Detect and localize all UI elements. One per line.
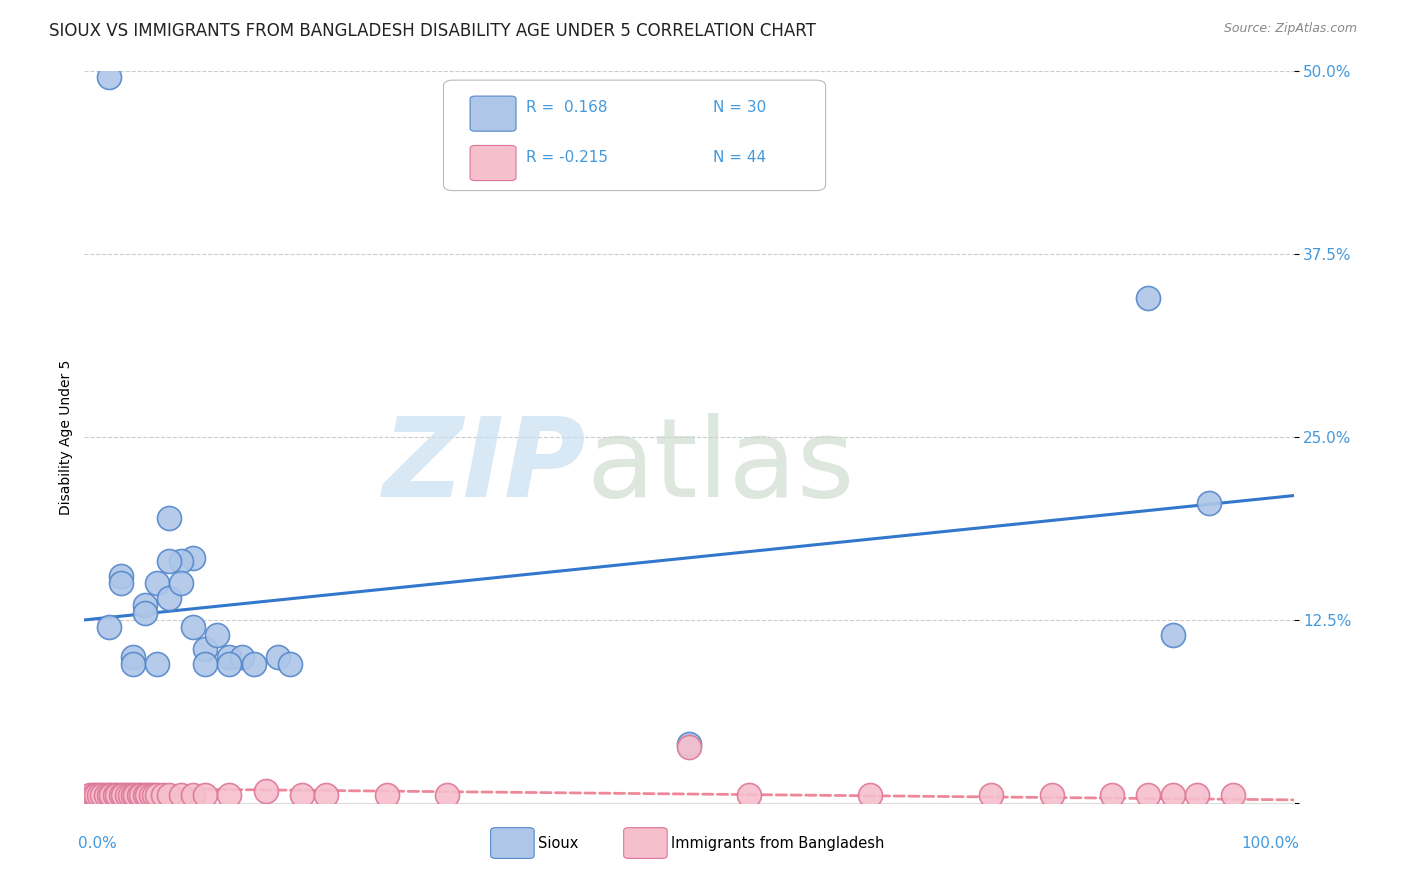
Point	[1137, 789, 1160, 803]
Text: Source: ZipAtlas.com: Source: ZipAtlas.com	[1223, 22, 1357, 36]
Text: 0.0%: 0.0%	[79, 836, 117, 851]
Point	[170, 554, 193, 568]
Point	[1222, 789, 1244, 803]
FancyBboxPatch shape	[491, 828, 534, 858]
Point	[79, 789, 101, 803]
Point	[91, 789, 114, 803]
Text: SIOUX VS IMMIGRANTS FROM BANGLADESH DISABILITY AGE UNDER 5 CORRELATION CHART: SIOUX VS IMMIGRANTS FROM BANGLADESH DISA…	[49, 22, 815, 40]
Text: R =  0.168: R = 0.168	[526, 100, 607, 115]
Point	[315, 789, 337, 803]
Point	[134, 599, 156, 613]
Point	[1161, 789, 1184, 803]
Point	[152, 789, 174, 803]
Point	[129, 789, 152, 803]
Point	[194, 657, 217, 671]
FancyBboxPatch shape	[624, 828, 668, 858]
Point	[110, 569, 132, 583]
Text: R = -0.215: R = -0.215	[526, 150, 607, 165]
Point	[181, 620, 204, 634]
Point	[120, 789, 142, 803]
FancyBboxPatch shape	[470, 96, 516, 131]
Point	[1185, 789, 1208, 803]
Point	[157, 591, 180, 605]
Point	[218, 789, 240, 803]
Point	[738, 789, 761, 803]
Text: Immigrants from Bangladesh: Immigrants from Bangladesh	[671, 836, 884, 851]
FancyBboxPatch shape	[443, 80, 825, 191]
Point	[1198, 496, 1220, 510]
Point	[146, 657, 169, 671]
Point	[1137, 291, 1160, 305]
Point	[146, 789, 169, 803]
Point	[87, 789, 110, 803]
Point	[980, 789, 1002, 803]
Point	[110, 576, 132, 591]
Point	[121, 649, 143, 664]
Point	[207, 627, 229, 641]
Point	[231, 649, 253, 664]
Point	[278, 657, 301, 671]
Point	[134, 789, 156, 803]
Point	[136, 789, 159, 803]
Point	[157, 554, 180, 568]
Point	[157, 789, 180, 803]
Point	[94, 789, 117, 803]
Point	[218, 657, 240, 671]
Point	[128, 789, 150, 803]
Point	[170, 576, 193, 591]
Point	[143, 789, 166, 803]
Point	[267, 649, 290, 664]
Point	[242, 657, 264, 671]
Point	[105, 789, 128, 803]
Point	[1161, 627, 1184, 641]
Point	[134, 606, 156, 620]
Point	[1101, 789, 1123, 803]
Text: Sioux: Sioux	[538, 836, 578, 851]
Point	[100, 789, 122, 803]
Text: 100.0%: 100.0%	[1241, 836, 1299, 851]
Point	[194, 789, 217, 803]
Point	[375, 789, 398, 803]
Point	[97, 70, 120, 85]
Point	[1040, 789, 1063, 803]
Text: N = 30: N = 30	[713, 100, 766, 115]
Point	[97, 620, 120, 634]
Point	[254, 784, 277, 798]
Point	[121, 789, 143, 803]
Point	[678, 740, 700, 755]
Point	[194, 642, 217, 657]
Point	[170, 789, 193, 803]
Point	[110, 789, 132, 803]
Y-axis label: Disability Age Under 5: Disability Age Under 5	[59, 359, 73, 515]
Text: ZIP: ZIP	[382, 413, 586, 520]
Point	[157, 510, 180, 524]
Text: N = 44: N = 44	[713, 150, 766, 165]
Point	[218, 649, 240, 664]
Point	[83, 789, 105, 803]
Point	[146, 576, 169, 591]
Point	[139, 789, 162, 803]
Point	[859, 789, 882, 803]
Point	[121, 657, 143, 671]
Point	[181, 789, 204, 803]
Point	[115, 789, 138, 803]
Point	[181, 551, 204, 566]
FancyBboxPatch shape	[470, 145, 516, 180]
Point	[291, 789, 314, 803]
Point	[104, 789, 127, 803]
Point	[86, 789, 108, 803]
Point	[112, 789, 135, 803]
Text: atlas: atlas	[586, 413, 855, 520]
Point	[124, 789, 146, 803]
Point	[436, 789, 458, 803]
Point	[97, 789, 120, 803]
Point	[678, 737, 700, 751]
